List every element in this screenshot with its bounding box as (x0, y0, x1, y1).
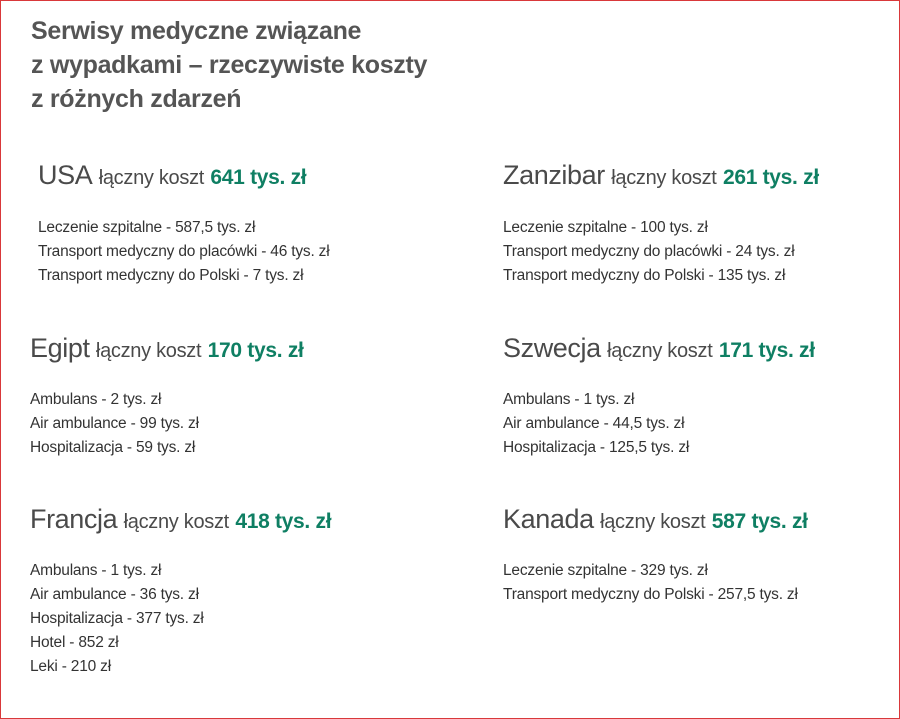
cost-item: Transport medyczny do placówki - 24 tys.… (503, 243, 795, 260)
cost-items-list: Ambulans - 2 tys. zł Air ambulance - 99 … (30, 388, 304, 460)
section-heading: USA łączny koszt 641 tys. zł (38, 160, 329, 193)
page-title-line-3: z różnych zdarzeń (31, 85, 242, 113)
section-heading: Kanada łączny koszt 587 tys. zł (503, 504, 808, 537)
cost-items-list: Leczenie szpitalne - 329 tys. zł Transpo… (503, 559, 808, 607)
country-name: Egipt (30, 333, 90, 363)
cost-item: Ambulans - 1 tys. zł (30, 562, 162, 579)
cost-label: łączny koszt (607, 340, 713, 362)
country-name: Francja (30, 504, 118, 534)
total-cost: 418 tys. zł (235, 510, 332, 533)
cost-items-list: Ambulans - 1 tys. zł Air ambulance - 36 … (30, 559, 331, 679)
cost-section-zanzibar: Zanzibar łączny koszt 261 tys. zł Leczen… (503, 160, 819, 288)
cost-section-usa: USA łączny koszt 641 tys. zł Leczenie sz… (38, 160, 330, 288)
cost-section-szwecja: Szwecja łączny koszt 171 tys. zł Ambulan… (503, 333, 815, 460)
cost-label: łączny koszt (98, 167, 205, 189)
cost-item: Air ambulance - 44,5 tys. zł (503, 415, 685, 432)
section-heading: Szwecja łączny koszt 171 tys. zł (503, 333, 815, 366)
country-name: Zanzibar (503, 160, 605, 190)
total-cost: 170 tys. zł (207, 339, 304, 362)
cost-items-list: Ambulans - 1 tys. zł Air ambulance - 44,… (503, 388, 815, 460)
cost-item: Hospitalizacja - 125,5 tys. zł (503, 439, 690, 456)
cost-item: Hotel - 852 zł (30, 634, 119, 651)
cost-section-francja: Francja łączny koszt 418 tys. zł Ambulan… (30, 504, 332, 679)
cost-item: Leczenie szpitalne - 587,5 tys. zł (38, 219, 256, 236)
country-name: Kanada (503, 504, 594, 534)
cost-item: Transport medyczny do placówki - 46 tys.… (38, 243, 330, 260)
total-cost: 171 tys. zł (718, 339, 815, 362)
cost-item: Leczenie szpitalne - 100 tys. zł (503, 219, 708, 236)
cost-item: Transport medyczny do Polski - 7 tys. zł (38, 267, 304, 284)
cost-item: Ambulans - 2 tys. zł (30, 391, 162, 408)
cost-section-egipt: Egipt łączny koszt 170 tys. zł Ambulans … (30, 333, 304, 460)
section-heading: Zanzibar łączny koszt 261 tys. zł (503, 160, 819, 193)
cost-item: Leki - 210 zł (30, 658, 111, 675)
cost-item: Transport medyczny do Polski - 257,5 tys… (503, 586, 798, 603)
cost-label: łączny koszt (611, 167, 717, 189)
cost-label: łączny koszt (95, 340, 202, 362)
cost-item: Ambulans - 1 tys. zł (503, 391, 635, 408)
total-cost: 587 tys. zł (711, 510, 808, 533)
cost-items-list: Leczenie szpitalne - 587,5 tys. zł Trans… (38, 216, 330, 288)
cost-items-list: Leczenie szpitalne - 100 tys. zł Transpo… (503, 216, 819, 288)
country-name: USA (38, 160, 93, 190)
cost-item: Transport medyczny do Polski - 135 tys. … (503, 267, 786, 284)
cost-item: Leczenie szpitalne - 329 tys. zł (503, 562, 708, 579)
total-cost: 641 tys. zł (210, 166, 307, 189)
cost-item: Hospitalizacja - 377 tys. zł (30, 610, 204, 627)
cost-item: Air ambulance - 36 tys. zł (30, 586, 199, 603)
cost-item: Hospitalizacja - 59 tys. zł (30, 439, 196, 456)
cost-label: łączny koszt (123, 511, 230, 533)
cost-section-kanada: Kanada łączny koszt 587 tys. zł Leczenie… (503, 504, 808, 607)
cost-item: Air ambulance - 99 tys. zł (30, 415, 199, 432)
section-heading: Egipt łączny koszt 170 tys. zł (30, 333, 304, 366)
page-title-line-2: z wypadkami – rzeczywiste koszty (31, 51, 428, 79)
cost-label: łączny koszt (600, 511, 706, 533)
section-heading: Francja łączny koszt 418 tys. zł (30, 504, 332, 537)
total-cost: 261 tys. zł (722, 166, 819, 189)
country-name: Szwecja (503, 333, 601, 363)
page-title: Serwisy medyczne związane z wypadkami – … (31, 14, 551, 116)
page-title-line-1: Serwisy medyczne związane (31, 17, 362, 45)
